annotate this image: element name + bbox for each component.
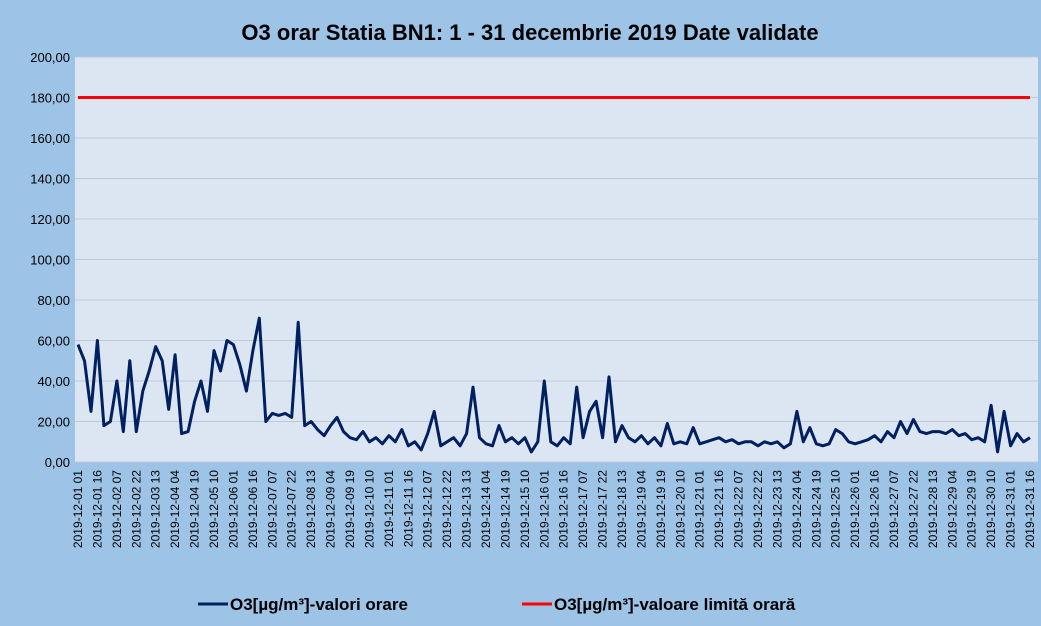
x-tick-label: 2019-12-03 13 xyxy=(149,470,163,548)
x-tick-label: 2019-12-14 04 xyxy=(479,470,493,548)
x-tick-label: 2019-12-19 04 xyxy=(634,470,648,548)
x-tick-label: 2019-12-28 13 xyxy=(926,470,940,548)
x-tick-label: 2019-12-21 16 xyxy=(712,470,726,548)
x-tick-label: 2019-12-25 10 xyxy=(829,470,843,548)
x-tick-label: 2019-12-10 10 xyxy=(362,470,376,548)
x-tick-label: 2019-12-31 01 xyxy=(1004,470,1018,548)
y-tick-label: 140,00 xyxy=(30,172,70,187)
legend-label: O3[µg/m³]-valoare limită orară xyxy=(554,595,796,614)
x-tick-label: 2019-12-06 16 xyxy=(246,470,260,548)
x-tick-label: 2019-12-29 04 xyxy=(945,470,959,548)
legend-label: O3[µg/m³]-valori orare xyxy=(230,595,408,614)
y-tick-label: 200,00 xyxy=(30,50,70,65)
x-tick-label: 2019-12-08 13 xyxy=(304,470,318,548)
y-tick-label: 60,00 xyxy=(37,334,70,349)
x-tick-label: 2019-12-11 01 xyxy=(382,470,396,548)
y-tick-label: 120,00 xyxy=(30,212,70,227)
x-tick-label: 2019-12-04 19 xyxy=(188,470,202,548)
x-tick-label: 2019-12-17 07 xyxy=(576,470,590,548)
x-tick-label: 2019-12-16 01 xyxy=(537,470,551,548)
x-tick-label: 2019-12-16 16 xyxy=(557,470,571,548)
x-tick-label: 2019-12-14 19 xyxy=(498,470,512,548)
data-line xyxy=(76,316,1031,454)
y-tick-label: 20,00 xyxy=(37,415,70,430)
x-tick-label: 2019-12-07 07 xyxy=(265,470,279,548)
y-tick-label: 80,00 xyxy=(37,293,70,308)
x-tick-label: 2019-12-07 22 xyxy=(285,470,299,548)
x-tick-label: 2019-12-23 13 xyxy=(770,470,784,548)
y-tick-label: 160,00 xyxy=(30,131,70,146)
x-tick-label: 2019-12-13 13 xyxy=(460,470,474,548)
x-tick-label: 2019-12-06 01 xyxy=(226,470,240,548)
y-tick-label: 100,00 xyxy=(30,253,70,268)
x-tick-label: 2019-12-24 19 xyxy=(809,470,823,548)
x-tick-label: 2019-12-20 10 xyxy=(673,470,687,548)
y-tick-label: 40,00 xyxy=(37,374,70,389)
x-tick-label: 2019-12-15 10 xyxy=(518,470,532,548)
x-tick-label: 2019-12-26 16 xyxy=(868,470,882,548)
x-tick-label: 2019-12-22 07 xyxy=(732,470,746,548)
x-tick-label: 2019-12-30 10 xyxy=(984,470,998,548)
x-tick-label: 2019-12-26 01 xyxy=(848,470,862,548)
x-tick-label: 2019-12-27 07 xyxy=(887,470,901,548)
x-tick-label: 2019-12-01 16 xyxy=(90,470,104,548)
x-tick-label: 2019-12-09 04 xyxy=(324,470,338,548)
x-tick-label: 2019-12-27 22 xyxy=(906,470,920,548)
x-tick-label: 2019-12-02 07 xyxy=(110,470,124,548)
x-tick-label: 2019-12-09 19 xyxy=(343,470,357,548)
x-tick-label: 2019-12-01 01 xyxy=(71,470,85,548)
x-tick-label: 2019-12-04 04 xyxy=(168,470,182,548)
x-tick-label: 2019-12-05 10 xyxy=(207,470,221,548)
x-tick-label: 2019-12-29 19 xyxy=(965,470,979,548)
x-tick-label: 2019-12-31 16 xyxy=(1023,470,1037,548)
chart-title: O3 orar Statia BN1: 1 - 31 decembrie 201… xyxy=(241,20,818,45)
y-tick-label: 0,00 xyxy=(45,455,70,470)
x-tick-label: 2019-12-18 13 xyxy=(615,470,629,548)
y-tick-label: 180,00 xyxy=(30,91,70,106)
x-tick-label: 2019-12-21 01 xyxy=(693,470,707,548)
x-tick-label: 2019-12-11 16 xyxy=(401,470,415,548)
x-tick-label: 2019-12-17 22 xyxy=(596,470,610,548)
x-tick-label: 2019-12-22 22 xyxy=(751,470,765,548)
x-tick-label: 2019-12-12 07 xyxy=(421,470,435,548)
x-tick-label: 2019-12-19 19 xyxy=(654,470,668,548)
x-tick-label: 2019-12-12 22 xyxy=(440,470,454,548)
x-tick-label: 2019-12-24 04 xyxy=(790,470,804,548)
x-tick-label: 2019-12-02 22 xyxy=(129,470,143,548)
